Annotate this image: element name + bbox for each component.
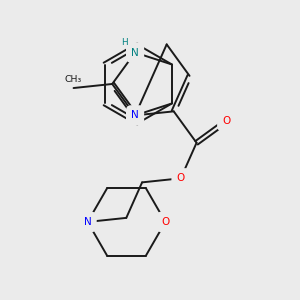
Text: O: O [161, 217, 170, 227]
Text: N: N [84, 217, 92, 227]
Text: N: N [131, 110, 139, 120]
Text: H: H [121, 38, 128, 46]
Text: O: O [222, 116, 231, 126]
Text: CH₃: CH₃ [65, 74, 82, 83]
Text: O: O [177, 173, 185, 183]
Text: N: N [131, 47, 139, 58]
